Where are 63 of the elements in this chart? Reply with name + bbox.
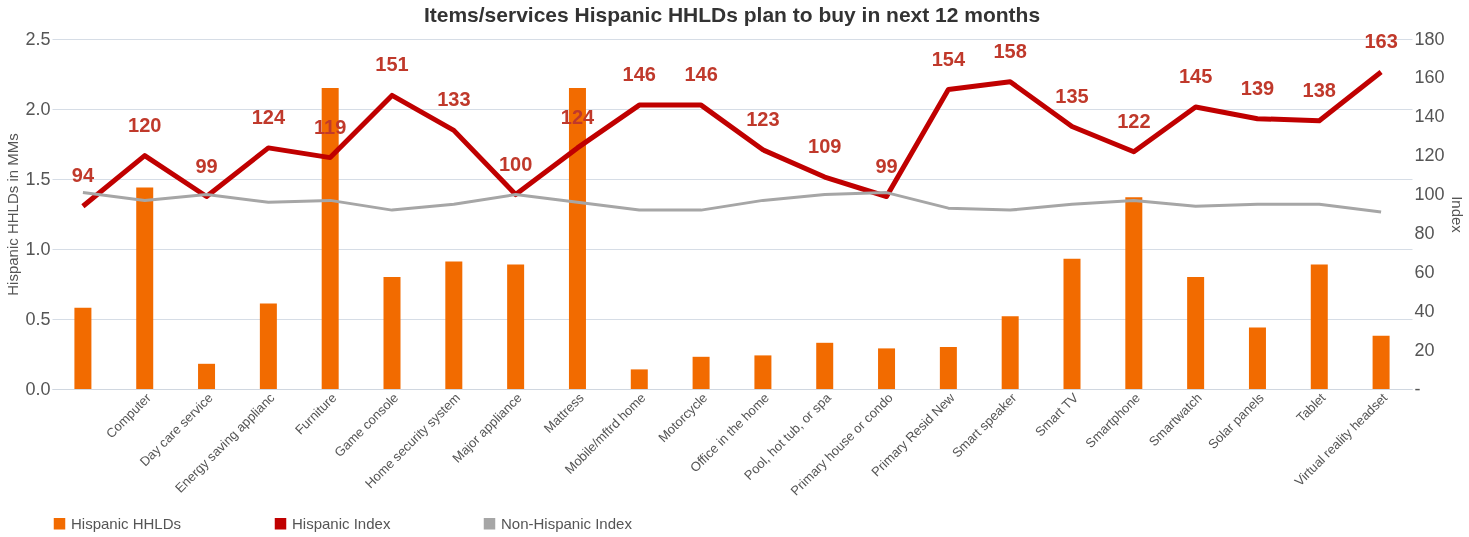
legend-label: Hispanic HHLDs	[71, 514, 182, 532]
y-tick-label: 0.5	[25, 308, 51, 329]
data-label: 145	[1178, 65, 1213, 88]
data-label: 120	[128, 113, 162, 136]
data-label: 139	[1240, 76, 1275, 99]
line-series	[81, 191, 1383, 214]
data-label: 109	[808, 135, 842, 158]
y2-tick-label: 60	[1414, 261, 1435, 282]
y2-tick-label: 40	[1414, 300, 1435, 321]
y-tick-label: 2.5	[25, 28, 51, 49]
bar	[878, 348, 896, 389]
data-label: 124	[251, 105, 286, 128]
data-label: 123	[746, 107, 780, 130]
bar	[754, 355, 772, 389]
bar	[816, 342, 834, 389]
chart-title: Items/services Hispanic HHLDs plan to buy in next 12 months	[423, 3, 1041, 26]
y2-tick-label: -	[1414, 378, 1421, 399]
bar	[1372, 335, 1390, 389]
bar	[74, 307, 92, 389]
bar	[692, 356, 710, 389]
y-tick-label: 1.5	[25, 168, 51, 189]
bar	[630, 369, 648, 389]
bar	[1187, 277, 1205, 389]
data-label: 146	[622, 63, 656, 86]
y-tick-label: 1.0	[25, 238, 51, 259]
y2-tick-label: 80	[1414, 222, 1435, 243]
bar	[383, 277, 401, 389]
y2-tick-label: 20	[1414, 339, 1435, 360]
y2-tick-label: 100	[1414, 184, 1445, 205]
bar	[507, 264, 525, 389]
bar	[1001, 316, 1019, 389]
bar	[1248, 327, 1266, 389]
bar	[445, 261, 463, 389]
y-tick-label: 2.0	[25, 98, 51, 119]
y2-tick-label: 140	[1414, 106, 1445, 127]
data-label: 100	[498, 152, 533, 175]
data-label: 138	[1302, 78, 1336, 101]
data-label: 133	[437, 88, 471, 111]
legend-label: Hispanic Index	[292, 514, 391, 532]
bar	[259, 303, 277, 389]
legend-label: Non-Hispanic Index	[501, 514, 633, 532]
y-axis-title: Hispanic HHLDs in MMs	[4, 133, 22, 296]
data-label: 94	[71, 164, 95, 187]
bar	[1125, 197, 1143, 389]
data-label: 135	[1055, 84, 1089, 107]
data-label: 99	[875, 154, 898, 177]
bar	[1063, 258, 1081, 389]
data-label: 146	[684, 63, 718, 86]
bar	[136, 187, 154, 389]
bar	[939, 347, 957, 389]
data-label: 163	[1364, 30, 1398, 53]
data-label: 99	[195, 154, 218, 177]
data-label: 151	[375, 53, 409, 76]
y2-tick-label: 180	[1414, 28, 1445, 49]
data-label: 154	[931, 47, 966, 70]
y2-tick-label: 120	[1414, 145, 1445, 166]
data-label: 122	[1117, 109, 1151, 132]
y2-tick-label: 160	[1414, 67, 1445, 88]
data-label: 158	[993, 39, 1027, 62]
bar	[1310, 264, 1328, 389]
y-tick-label: 0.0	[25, 378, 51, 399]
bar	[198, 363, 216, 389]
y2-axis-title: Index	[1448, 196, 1466, 234]
